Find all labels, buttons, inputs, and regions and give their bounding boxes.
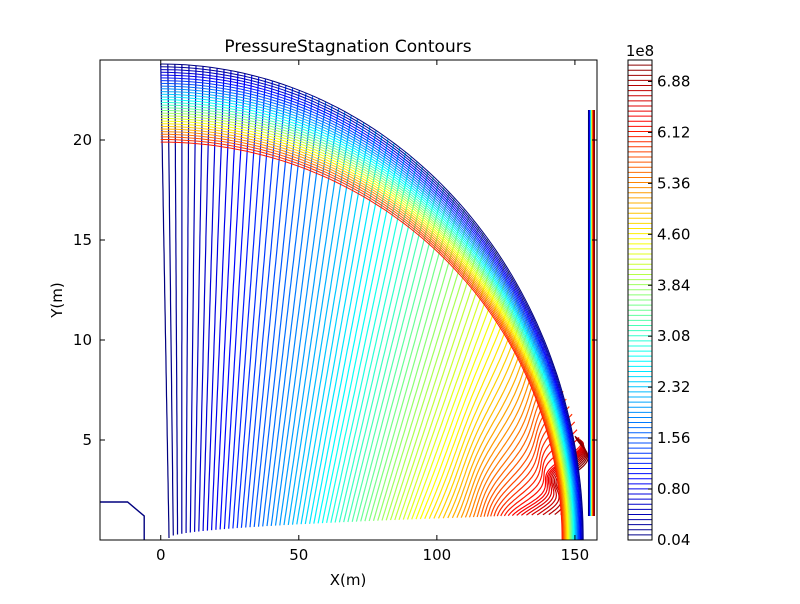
- contour-line: [352, 182, 439, 522]
- contour-line: [305, 130, 376, 524]
- colorbar-tick-label: 0.80: [657, 480, 690, 498]
- y-axis-label: Y(m): [48, 282, 66, 318]
- chart-title: PressureStagnation Contours: [224, 37, 471, 57]
- y-tick-label: 5: [82, 431, 92, 449]
- contour-lines: [161, 64, 595, 540]
- contour-line: [229, 77, 259, 529]
- colorbar-tick-label: 5.36: [657, 174, 690, 192]
- contour-line: [254, 90, 299, 527]
- colorbar-tick-label: 0.04: [657, 531, 690, 549]
- x-tick-label: 100: [423, 546, 452, 564]
- contour-line: [318, 143, 394, 523]
- contour-line: [301, 127, 370, 525]
- y-tick-label: 10: [73, 331, 92, 349]
- colorbar-tick-label: 3.84: [657, 276, 690, 294]
- body-outline: [100, 502, 144, 540]
- contour-line: [335, 162, 417, 523]
- body-outline-line: [100, 502, 144, 540]
- colorbar-tick-label: 3.08: [657, 327, 690, 345]
- colorbar-tick-label: 4.60: [657, 225, 690, 243]
- contour-line: [161, 64, 169, 538]
- y-tick-label: 15: [73, 231, 92, 249]
- y-tick-label: 20: [73, 131, 92, 149]
- x-axis-label: X(m): [330, 571, 367, 589]
- contour-line: [339, 166, 422, 522]
- colorbar-tick-label: 6.88: [657, 72, 690, 90]
- colorbar-tick-label: 6.12: [657, 123, 690, 141]
- colorbar-exponent: 1e8: [626, 42, 654, 60]
- x-tick-label: 0: [156, 546, 166, 564]
- colorbar-tick-label: 2.32: [657, 378, 690, 396]
- colorbar: 0.04 0.80 1.56 2.32 3.08 3.84 4.60 5.36 6.12 6.88: [628, 60, 690, 549]
- colorbar-tick-label: 1.56: [657, 429, 690, 447]
- contour-line: [284, 112, 345, 525]
- x-tick-label: 50: [289, 546, 308, 564]
- x-tick-label: 150: [561, 546, 590, 564]
